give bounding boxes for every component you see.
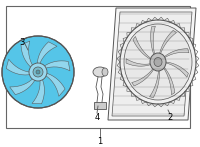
Polygon shape [163,67,175,95]
Circle shape [36,70,40,74]
Polygon shape [44,73,65,96]
Bar [6,6,190,128]
Polygon shape [159,30,176,54]
Polygon shape [37,42,57,65]
Polygon shape [166,62,188,77]
Ellipse shape [154,57,162,66]
Circle shape [29,63,47,81]
Polygon shape [150,70,159,98]
Ellipse shape [93,67,107,77]
Polygon shape [21,41,33,68]
Polygon shape [132,68,154,86]
Ellipse shape [102,68,108,76]
Circle shape [33,67,43,77]
Circle shape [2,36,74,108]
Text: 3: 3 [19,37,25,46]
Text: 4: 4 [94,113,100,122]
Polygon shape [6,59,31,75]
Polygon shape [108,8,196,120]
Polygon shape [43,61,70,71]
Polygon shape [32,78,44,104]
Polygon shape [151,26,155,55]
Ellipse shape [124,24,192,100]
Polygon shape [10,78,36,95]
Polygon shape [112,12,192,116]
Ellipse shape [150,53,166,71]
Bar [94,102,106,109]
Polygon shape [126,59,150,66]
Polygon shape [164,49,189,58]
Text: 2: 2 [167,113,173,122]
Text: 1: 1 [97,137,103,146]
Ellipse shape [120,20,196,104]
Polygon shape [133,36,151,59]
